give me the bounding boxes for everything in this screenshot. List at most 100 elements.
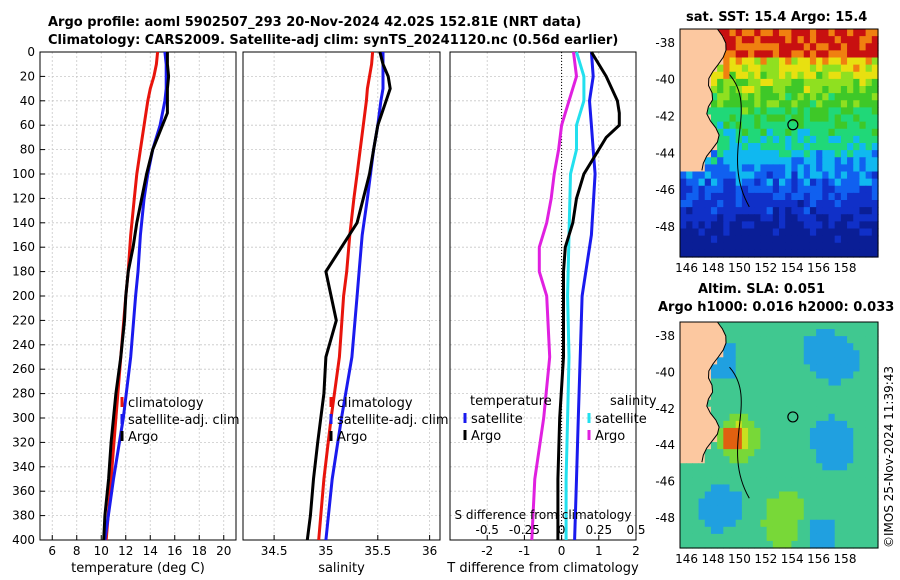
depth-tick-label: 100 [12,167,35,181]
sst-map-cell [723,143,731,151]
sla-map-cell [791,456,799,464]
sst-map-cell [729,200,737,208]
sst-map-cell [741,249,749,258]
sst-map-cell [710,221,718,230]
sst-map-cell [741,214,749,222]
sst-map-cell [797,121,805,130]
sla-map-cell [766,512,774,521]
sla-map-cell [840,435,848,443]
sst-map-cell [772,121,780,130]
sla-map-cell [797,399,805,408]
sst-map-cell [822,235,830,244]
sla-map-cell [760,371,768,380]
sst-map-cell [710,249,718,258]
sla-map-cell [723,392,731,401]
sst-map-cell [853,178,861,187]
sst-map-cell [853,114,861,123]
sst-map-cell [766,78,774,87]
sst-map-cell [748,221,755,230]
sla-map-cell [816,526,823,535]
sla-map-cell [710,463,718,471]
sla-map-cell [822,343,830,351]
sst-map-cell [760,178,768,187]
sla-map-cell [754,329,762,337]
sst-map-cell [809,235,817,244]
sst-map-cell [853,171,861,180]
sst-map-cell [741,78,749,87]
sla-map-cell [834,343,842,351]
sla-map-cell [785,540,792,549]
sla-map-cell [840,399,848,408]
sla-map-cell [865,406,873,415]
sla-map-cell [871,336,879,344]
sst-map-cell [779,143,786,151]
sla-map-cell [754,357,762,365]
sst-map-cell [729,178,737,187]
sla-map-cell [760,463,768,471]
sst-map-cell [686,178,693,187]
sla-map-cell [735,540,743,549]
sla-map-cell [865,399,873,408]
sla-map-cell [729,498,737,507]
sla-map-cell [853,463,861,471]
sla-map-cell [847,406,854,415]
sst-map-cell [840,192,848,201]
sst-lon-label: 150 [728,261,751,275]
sla-map-cell [853,357,861,365]
sst-map-cell [723,43,731,51]
sst-map-cell [704,192,712,201]
sst-map-cell [686,185,693,194]
sst-map-cell [754,114,762,123]
sst-map-cell [710,200,718,208]
sst-map-cell [748,207,755,215]
sst-map-cell [710,107,718,116]
sst-map-cell [766,107,774,116]
sst-map-cell [859,249,867,258]
sst-map-cell [754,121,762,130]
sla-map-cell [686,491,693,500]
sst-map-cell [797,185,805,194]
sla-map-cell [828,435,836,443]
sst-map-cell [779,135,786,144]
sst-map-cell [816,249,823,258]
sla-map-cell [741,456,749,464]
sst-map-cell [840,128,848,137]
sst-map-cell [704,185,712,194]
sla-map-cell [710,540,718,549]
sla-map-cell [847,491,854,500]
sst-map-cell [723,242,731,251]
sst-map-cell [717,121,724,130]
depth-tick-label: 180 [12,265,35,279]
sst-map-cell [766,100,774,108]
sla-map-cell [865,498,873,507]
sst-map-cell [785,200,792,208]
sla-map-cell [735,519,743,528]
sst-map-cell [766,57,774,66]
sst-map-cell [772,64,780,73]
sst-map-cell [816,185,823,194]
sst-map-cell [865,100,873,108]
sst-map-cell [840,78,848,87]
sla-map-cell [766,371,774,380]
sst-map-cell [791,121,799,130]
sla-map-cell [785,477,792,486]
sla-map-cell [803,498,811,507]
sst-map-cell [803,100,811,108]
sst-map-cell [723,207,731,215]
sst-map-cell [791,164,799,173]
sla-map-cell [865,484,873,493]
sst-map-cell [766,185,774,194]
sla-map-cell [809,484,817,493]
sla-map-cell [865,442,873,450]
sst-map-cell [809,249,817,258]
sst-map-cell [717,171,724,180]
sst-map-cell [735,86,743,94]
sla-map-cell [797,519,805,528]
sla-map-cell [710,371,718,380]
sst-map-cell [791,228,799,237]
sst-map-cell [760,135,768,144]
sst-map-cell [748,100,755,108]
sla-map-cell [710,491,718,500]
sla-map-cell [871,378,879,387]
sst-map-cell [760,192,768,201]
